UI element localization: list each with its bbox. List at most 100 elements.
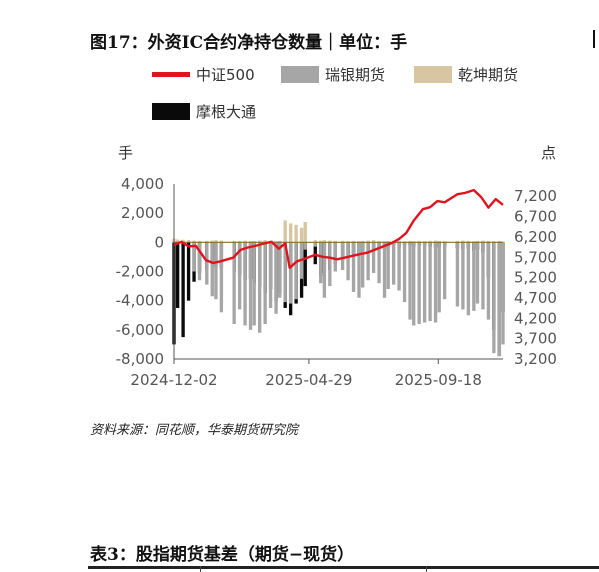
legend-label-jpmorgan: 摩根大通 <box>196 103 257 121</box>
bar-ubs-futures <box>475 242 480 304</box>
bar-qiankun-futures <box>258 240 262 243</box>
bar-jpmorgan <box>181 242 185 338</box>
table-title: 表3：股指期货基差（期货−现货） <box>90 545 355 565</box>
bar-qiankun-futures <box>360 240 365 243</box>
right-tick-label: 4,200 <box>514 309 557 327</box>
ticks-layer: 4,000 2,000 0 -2,000 -4,000 -6,000 -8,000 7,200… <box>116 175 557 389</box>
bar-qiankun-futures <box>328 240 332 243</box>
bar-ubs-futures <box>481 242 485 310</box>
bar-ubs-futures <box>333 242 337 272</box>
x-tick-label: 2025-04-29 <box>265 371 352 389</box>
bar-qiankun-futures <box>252 240 256 243</box>
bar-ubs-futures <box>472 242 476 311</box>
left-tick-label: -8,000 <box>116 350 164 368</box>
bar-ubs-futures <box>328 242 332 287</box>
bar-ubs-futures <box>237 242 242 310</box>
bar-ubs-futures <box>397 242 401 291</box>
bar-ubs-futures <box>486 242 491 320</box>
bar-qiankun-futures <box>319 240 323 243</box>
bar-jpmorgan <box>303 242 307 287</box>
bar-qiankun-futures <box>408 240 412 243</box>
bar-ubs-futures <box>428 242 432 322</box>
left-tick-label: 0 <box>154 233 164 251</box>
legend-item-jpmorgan: 摩根大通 <box>152 101 256 122</box>
legend-item-csi500: 中证500 <box>152 64 255 85</box>
bar-ubs-futures <box>214 242 218 300</box>
bar-ubs-futures <box>461 242 465 310</box>
right-tick-label: 3,700 <box>514 330 557 348</box>
bar-qiankun-futures <box>417 240 421 243</box>
bar-ubs-futures <box>268 242 273 308</box>
left-tick-label: -4,000 <box>116 292 164 310</box>
bar-ubs-futures <box>412 242 416 326</box>
bar-ubs-futures <box>322 242 327 298</box>
bar-qiankun-futures <box>210 240 214 243</box>
legend-label-ubs-futures: 瑞银期货 <box>325 66 386 84</box>
bar-ubs-futures <box>437 242 441 313</box>
x-tick-label: 2025-09-18 <box>395 371 482 389</box>
bar-ubs-futures <box>371 242 376 273</box>
bar-ubs-futures <box>366 242 370 281</box>
left-axis-unit: 手 <box>118 144 134 162</box>
bar-ubs-futures <box>501 242 505 345</box>
legend-label-csi500: 中证500 <box>196 66 255 84</box>
bar-ubs-futures <box>219 242 224 313</box>
legend-item-ubs-futures: 瑞银期货 <box>281 64 385 85</box>
bar-ubs-futures <box>197 242 202 281</box>
bar-qiankun-futures <box>475 240 480 243</box>
right-tick-label: 5,700 <box>514 248 557 266</box>
bar-ubs-futures <box>303 242 307 250</box>
bar-qiankun-futures <box>322 240 327 243</box>
bar-ubs-futures <box>360 242 365 288</box>
bar-qiankun-futures <box>232 240 236 243</box>
bar-qiankun-futures <box>371 240 376 243</box>
bar-qiankun-futures <box>278 240 282 243</box>
bar-ubs-futures <box>252 242 256 326</box>
bar-ubs-futures <box>466 242 471 316</box>
right-tick-label: 4,700 <box>514 289 557 307</box>
bar-qiankun-futures <box>243 240 247 243</box>
adjacent-column-edge <box>593 30 595 48</box>
bar-qiankun-futures <box>466 240 471 243</box>
bar-qiankun-futures <box>497 240 502 243</box>
bar-qiankun-futures <box>437 240 441 243</box>
bar-qiankun-futures <box>366 240 370 243</box>
left-tick-label: 4,000 <box>121 175 164 193</box>
bar-ubs-futures <box>497 242 502 357</box>
bar-qiankun-futures <box>461 240 465 243</box>
net-position-chart: 4,000 2,000 0 -2,000 -4,000 -6,000 -8,000 7,200… <box>116 175 557 389</box>
bar-ubs-futures <box>402 242 407 303</box>
legend-label-qiankun-futures: 乾坤期货 <box>458 66 519 84</box>
bar-qiankun-futures <box>186 240 191 243</box>
bar-ubs-futures <box>192 242 196 272</box>
bar-ubs-futures <box>443 242 447 300</box>
bar-qiankun-futures <box>288 223 293 243</box>
bar-ubs-futures <box>422 242 427 323</box>
bar-qiankun-futures <box>333 240 337 243</box>
bar-qiankun-futures <box>428 240 432 243</box>
bar-jpmorgan <box>313 242 317 265</box>
bar-qiankun-futures <box>340 240 345 243</box>
bar-ubs-futures <box>205 242 209 285</box>
bar-ubs-futures <box>248 242 253 330</box>
bar-ubs-futures <box>210 242 214 297</box>
bar-qiankun-futures <box>175 239 180 243</box>
bar-ubs-futures <box>243 242 247 326</box>
bar-ubs-futures <box>346 242 350 281</box>
bar-jpmorgan <box>175 242 180 308</box>
bar-ubs-futures <box>433 242 438 323</box>
bar-qiankun-futures <box>313 240 317 243</box>
csi500-series-line <box>173 188 504 269</box>
bar-qiankun-futures <box>351 240 356 243</box>
left-tick-label: 2,000 <box>121 204 164 222</box>
bar-ubs-futures <box>313 242 317 247</box>
right-tick-label: 3,200 <box>514 350 557 368</box>
bar-ubs-futures <box>232 242 236 324</box>
legend-swatch-qiankun-futures <box>414 66 452 83</box>
bar-ubs-futures <box>263 242 267 324</box>
left-tick-label: -6,000 <box>116 321 164 339</box>
right-tick-label: 6,200 <box>514 228 557 246</box>
bar-qiankun-futures <box>294 224 298 243</box>
left-tick-label: -2,000 <box>116 263 164 281</box>
bar-qiankun-futures <box>237 240 242 243</box>
